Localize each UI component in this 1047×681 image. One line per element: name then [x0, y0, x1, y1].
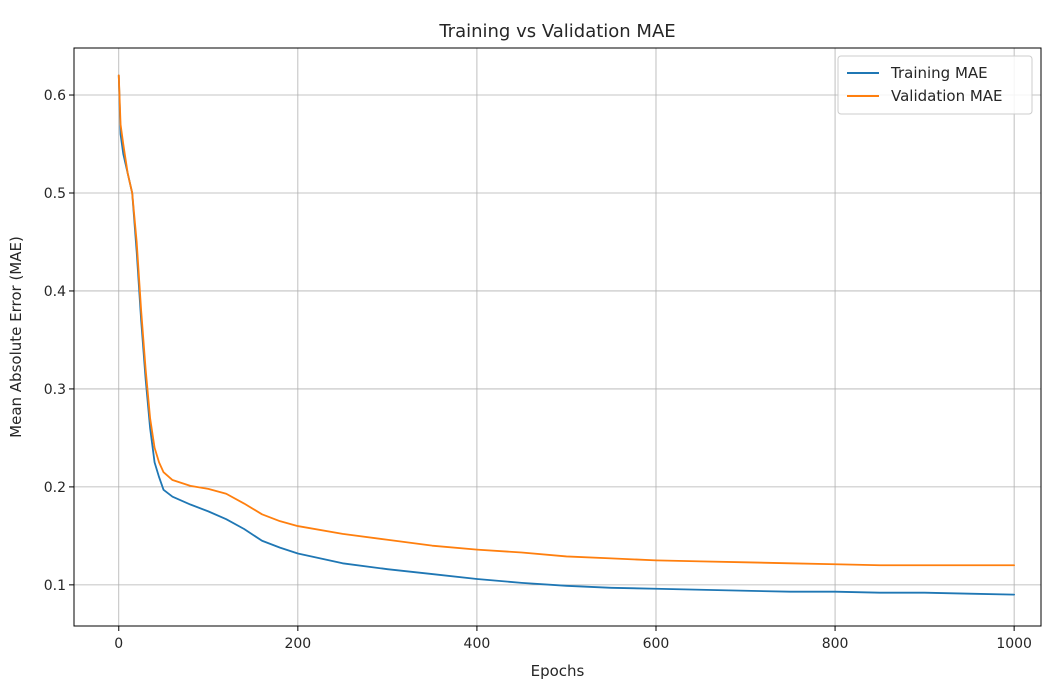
- x-tick-label: 0: [114, 636, 123, 652]
- y-tick-label: 0.3: [44, 382, 66, 398]
- legend: Training MAE Validation MAE: [837, 55, 1033, 115]
- plot-area-frame: [73, 47, 1042, 627]
- x-tick-label: 600: [643, 636, 670, 652]
- series-layer: [117, 74, 1016, 596]
- x-tick-label: 1000: [996, 636, 1032, 652]
- legend-label: Validation MAE: [891, 87, 1003, 105]
- y-tick-label: 0.1: [44, 578, 66, 594]
- x-tick-label: 800: [822, 636, 849, 652]
- x-tick-label: 200: [284, 636, 311, 652]
- x-axis-label: Epochs: [531, 662, 585, 680]
- chart-title: Training vs Validation MAE: [438, 21, 675, 42]
- y-axis-label: Mean Absolute Error (MAE): [7, 236, 25, 438]
- x-tick-label: 400: [464, 636, 491, 652]
- legend-box: [837, 55, 1033, 115]
- y-tick-label: 0.5: [44, 186, 66, 202]
- grid: [74, 48, 1041, 626]
- legend-label: Training MAE: [890, 64, 988, 82]
- series-line-validation-mae: [117, 74, 1016, 567]
- y-tick-label: 0.4: [44, 284, 66, 300]
- ticks: 0 200 400 600 800 1000 0.1 0.2 0.3 0.4 0.5 0.6: [44, 88, 1032, 652]
- y-tick-label: 0.6: [44, 88, 66, 104]
- y-tick-label: 0.2: [44, 480, 66, 496]
